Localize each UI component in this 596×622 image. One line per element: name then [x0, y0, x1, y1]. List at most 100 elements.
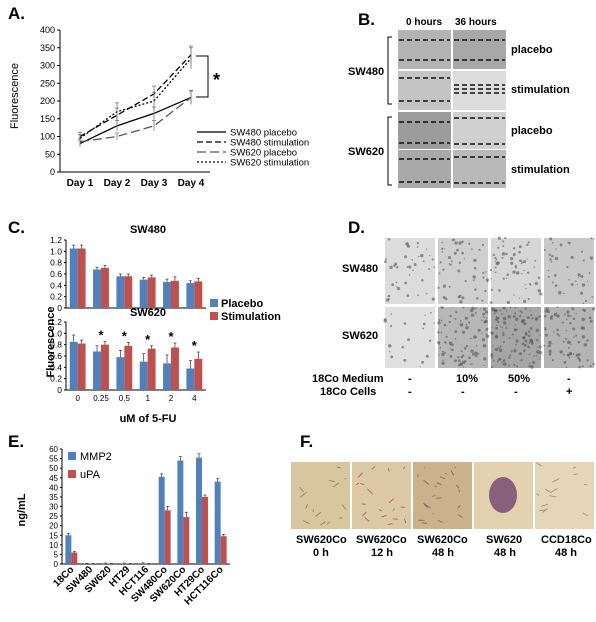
f-label-2-line2: 12 h: [371, 547, 394, 559]
e-bar: [65, 535, 72, 564]
a-y-tick-label: 400: [40, 25, 55, 35]
significance-bracket: [196, 55, 209, 98]
c1-bar: [69, 248, 78, 308]
e-y-tick-label: 25: [49, 512, 58, 521]
a-series-line: [79, 96, 192, 145]
c2-y-tick-label: 0.6: [50, 351, 62, 361]
c2-bar: [194, 358, 203, 390]
scratch-image-sw480-stim-36h: [453, 71, 506, 110]
invasion-image-sw480-50pct: [491, 238, 541, 304]
a-y-tick-label: 100: [40, 132, 55, 142]
stain-image-ccd18co-48h: [535, 462, 594, 529]
d-medium-value-3: 50%: [508, 373, 531, 385]
a-legend-label: SW620 stimulation: [230, 158, 309, 169]
b-row-label-sw480-placebo: placebo: [511, 44, 553, 56]
b-row-label-sw480-stim: stimulation: [511, 84, 570, 96]
c-legend-swatch: [210, 312, 218, 320]
e-bar: [121, 563, 128, 564]
c2-y-tick-label: 0.8: [50, 340, 62, 350]
c2-bar: [147, 348, 156, 390]
e-bar: [183, 517, 190, 564]
panel-a-y-axis-label: Fluorescence: [9, 63, 21, 129]
scratch-image-sw480-stim-0h: [398, 71, 451, 110]
panel-c-title-sw620: SW620: [130, 307, 166, 319]
c2-x-tick-label: 1: [145, 394, 150, 403]
invasion-image-sw620-50pct: [491, 307, 541, 368]
scratch-image-sw620-stim-0h: [398, 150, 451, 188]
c2-bar: [69, 341, 78, 390]
c2-bar: [77, 343, 86, 390]
e-y-tick-label: 45: [49, 474, 58, 483]
a-legend-label: SW480 stimulation: [230, 138, 309, 149]
c1-bar: [101, 267, 109, 308]
a-legend-label: SW620 placebo: [230, 148, 297, 159]
c2-x-tick-label: 4: [192, 394, 197, 403]
e-legend-swatch: [68, 470, 76, 478]
f-label-5-line1: CCD18Co: [541, 534, 592, 546]
invasion-image-sw620-10pct: [438, 307, 488, 368]
scratch-image-sw620-placebo-0h: [398, 112, 451, 149]
f-label-1-line1: SW620Co: [296, 534, 347, 546]
stain-image-sw620co-0h: [291, 462, 350, 529]
a-series-line: [79, 96, 192, 143]
d-cells-value-2: -: [461, 386, 465, 398]
a-x-tick-label: Day 1: [67, 178, 94, 189]
c1-bar: [124, 276, 133, 308]
panel-c-y-axis-label: Fluorescence: [45, 307, 57, 378]
e-y-tick-label: 0: [54, 560, 59, 569]
c2-bar: [116, 357, 125, 390]
d-condition-label-medium: 18Co Medium: [312, 373, 384, 385]
e-legend-swatch: [68, 452, 76, 460]
c2-bar: [163, 363, 171, 390]
c2-star: *: [98, 327, 104, 342]
c-legend-label: Stimulation: [221, 311, 281, 323]
e-bar: [220, 536, 227, 564]
b-row-label-sw620-stim: stimulation: [511, 164, 570, 176]
c2-y-tick-label: 1.0: [50, 328, 62, 338]
c1-y-tick-label: 0.4: [50, 280, 62, 290]
b-row-label-sw620-placebo: placebo: [511, 125, 553, 137]
c1-bar: [186, 283, 195, 308]
panel-c-title-sw480: SW480: [130, 224, 166, 236]
e-bar: [202, 496, 208, 564]
c2-bar: [93, 351, 101, 390]
c2-bar: [139, 361, 148, 390]
panel-c-bar-charts: 00.20.40.60.81.01.2 00.20.40.60.81.01.20…: [45, 224, 281, 425]
f-label-5-line2: 48 h: [555, 547, 578, 559]
a-y-tick-label: 300: [40, 61, 55, 71]
a-x-tick-label: Day 3: [141, 178, 168, 189]
panel-e-bar-chart: 05101520253035404550556018CoSW480SW620HT…: [16, 445, 230, 607]
panel-letter-e: E.: [8, 432, 25, 451]
a-y-tick-label: 250: [40, 78, 55, 88]
panel-letter-b: B.: [358, 10, 375, 29]
c1-y-tick-label: 0.8: [50, 258, 62, 268]
c1-bar: [116, 276, 125, 308]
e-y-tick-label: 50: [49, 464, 58, 473]
c1-bar: [147, 277, 156, 308]
scratch-image-sw620-placebo-36h: [453, 112, 506, 149]
f-label-1-line2: 0 h: [313, 547, 329, 559]
c2-y-tick-label: 1.2: [50, 317, 62, 327]
panel-a-line-chart: 0 50 100 150 200 250 300 350 400 Day 1 Day 2 Day 3…: [9, 25, 309, 189]
d-medium-value-1: -: [408, 373, 412, 385]
e-bar: [102, 563, 109, 564]
d-row-label-sw620: SW620: [342, 330, 379, 342]
c-legend-label: Placebo: [221, 298, 263, 310]
panel-e-y-axis-label: ng/mL: [16, 493, 28, 526]
c2-y-tick-label: 0.2: [50, 374, 62, 384]
f-label-3-line2: 48 h: [432, 547, 455, 559]
c2-x-tick-label: 2: [169, 394, 174, 403]
f-label-4-line1: SW620: [486, 534, 523, 546]
b-col-header-36h: 36 hours: [455, 17, 497, 28]
c2-star: *: [122, 328, 128, 343]
c1-bar: [139, 279, 148, 308]
c2-star: *: [168, 329, 174, 344]
c2-y-tick-label: 0.4: [50, 362, 62, 372]
c1-bar: [93, 269, 101, 308]
c2-y-tick-label: 0: [57, 385, 62, 395]
e-y-tick-label: 30: [49, 503, 58, 512]
f-label-4-line2: 48 h: [494, 547, 517, 559]
c2-x-tick-label: 0: [75, 394, 80, 403]
e-y-tick-label: 10: [49, 541, 58, 550]
invasion-image-sw480-10pct: [438, 238, 488, 304]
